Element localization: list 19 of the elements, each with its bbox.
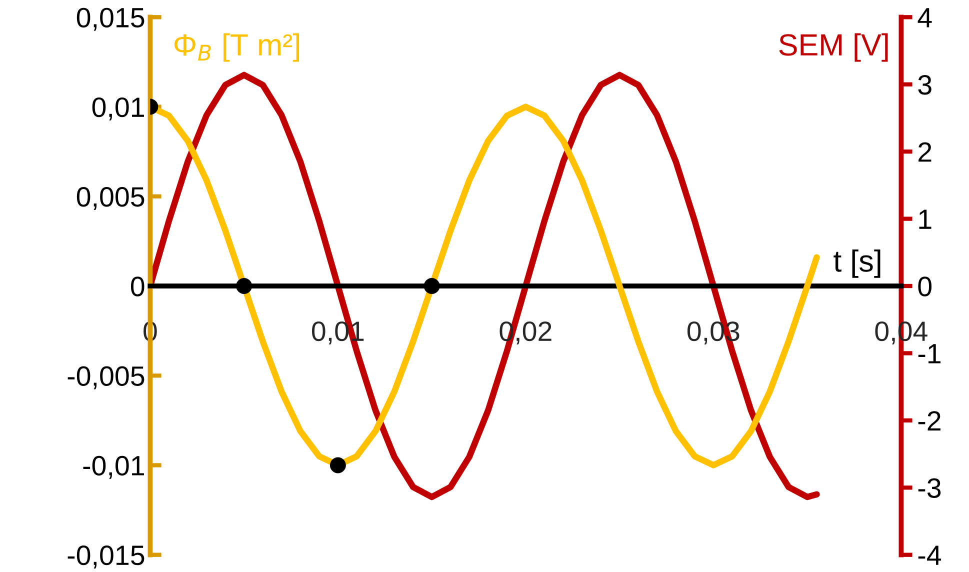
y2-tick-label: 0 [918, 276, 932, 296]
y2-tick-label: -1 [918, 344, 940, 364]
y2-tick-label: -3 [918, 478, 941, 498]
y-tick-label: 0,015 [76, 8, 144, 31]
y2-tick-label: 3 [918, 75, 932, 95]
y-tick-label: 0,01 [92, 97, 144, 120]
y2-tick-label: 4 [918, 8, 932, 28]
y2-tick-label: -4 [918, 546, 942, 565]
y2-tick-label: -2 [918, 411, 940, 430]
y2-tick-label: 2 [918, 142, 932, 162]
y-tick-label: -0,005 [68, 366, 144, 390]
y-tick-label: -0,01 [83, 456, 144, 479]
y-axis-title: Φ$_{B}$ [T m²] [174, 33, 299, 62]
y2-tick-label: 1 [919, 210, 932, 229]
y-tick-label: -0,015 [68, 546, 144, 568]
x-axis-title: t [s] [834, 249, 880, 278]
y-tick-label: 0,005 [76, 187, 144, 210]
y-tick-label: 0 [130, 276, 144, 296]
y2-axis-title: SEM [V] [779, 33, 888, 62]
